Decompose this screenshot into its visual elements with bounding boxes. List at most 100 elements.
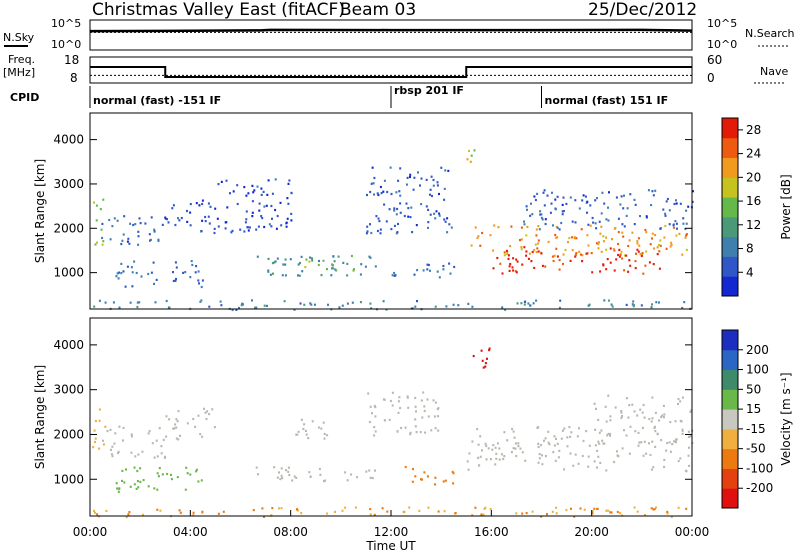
scatter-cell — [369, 513, 372, 516]
scatter-cell — [621, 257, 624, 260]
scatter-cell — [130, 451, 133, 454]
scatter-cell — [130, 266, 133, 269]
scatter-cell — [457, 304, 460, 307]
scatter-cell — [197, 414, 200, 417]
scatter-cell — [546, 194, 549, 197]
scatter-cell — [551, 191, 553, 194]
scatter-cell — [260, 193, 263, 196]
scatter-cell — [520, 238, 523, 241]
scatter-cell — [486, 357, 488, 360]
scatter-cell — [541, 463, 544, 466]
scatter-cell — [267, 179, 270, 182]
scatter-cell — [385, 308, 388, 311]
scatter-cell — [448, 262, 451, 265]
scatter-cell — [278, 507, 280, 510]
scatter-cell — [651, 396, 654, 399]
scatter-cell — [284, 263, 287, 266]
velocity-panel: 1000 2000 3000 4000 00:00 04:00 08:00 12:00 16:… — [33, 317, 793, 553]
scatter-cell — [118, 487, 121, 490]
scatter-cell — [166, 472, 169, 476]
scatter-cell — [432, 399, 435, 402]
scatter-cell — [606, 434, 609, 437]
scatter-cell — [199, 300, 202, 303]
scatter-cell — [494, 446, 497, 449]
scatter-cell — [214, 207, 217, 210]
scatter-cell — [175, 437, 178, 440]
scatter-cell — [220, 180, 223, 183]
scatter-cell — [466, 158, 469, 161]
scatter-cell — [573, 515, 576, 518]
scatter-cell — [201, 510, 204, 513]
scatter-cell — [140, 275, 143, 278]
scatter-cell — [310, 303, 313, 306]
scatter-cell — [600, 212, 603, 215]
scatter-cell — [616, 450, 618, 453]
scatter-cell — [655, 301, 658, 304]
scatter-cell — [423, 409, 426, 413]
scatter-cell — [231, 229, 234, 232]
scatter-cell — [570, 431, 573, 434]
scatter-cell — [434, 401, 437, 404]
scatter-cell — [503, 254, 506, 257]
scatter-cell — [156, 455, 159, 458]
scatter-cell — [100, 228, 103, 231]
scatter-cell — [581, 454, 584, 458]
scatter-cell — [102, 439, 104, 442]
scatter-cell — [342, 261, 345, 264]
scatter-cell — [307, 437, 310, 440]
scatter-cell — [471, 514, 474, 517]
scatter-cell — [654, 445, 657, 448]
scatter-cell — [373, 513, 376, 516]
scatter-cell — [174, 279, 177, 282]
scatter-cell — [131, 271, 134, 274]
scatter-cell — [476, 428, 479, 431]
scatter-cell — [137, 230, 140, 233]
scatter-cell — [613, 269, 616, 272]
scatter-cell — [104, 301, 107, 304]
scatter-cell — [509, 262, 512, 266]
scatter-cell — [627, 416, 630, 419]
scatter-cell — [109, 428, 112, 431]
scatter-cell — [537, 445, 540, 449]
scatter-cell — [409, 216, 412, 219]
scatter-cell — [438, 212, 441, 215]
scatter-cell — [477, 456, 480, 459]
scatter-cell — [251, 184, 254, 187]
scatter-cell — [365, 470, 368, 473]
scatter-cell — [151, 442, 154, 445]
scatter-cell — [663, 236, 666, 239]
power-panel-frame — [89, 112, 693, 310]
scatter-cell — [236, 202, 239, 206]
scatter-cell — [174, 423, 177, 426]
scatter-cell — [344, 506, 347, 509]
scatter-cell — [592, 221, 595, 224]
scatter-cell — [129, 485, 132, 488]
scatter-cell — [449, 272, 452, 275]
scatter-cell — [538, 228, 541, 231]
colorbar-segment — [722, 236, 738, 257]
scatter-cell — [368, 469, 371, 472]
scatter-cell — [389, 166, 392, 169]
scatter-cell — [596, 197, 598, 200]
scatter-cell — [625, 397, 628, 400]
scatter-cell — [515, 512, 518, 515]
scatter-cell — [138, 301, 141, 304]
scatter-cell — [377, 193, 380, 197]
scatter-cell — [185, 466, 188, 469]
scatter-cell — [157, 475, 160, 478]
scatter-cell — [360, 263, 363, 266]
scatter-cell — [452, 303, 455, 306]
scatter-cell — [684, 227, 687, 231]
scatter-cell — [332, 267, 335, 270]
scatter-cell — [429, 193, 431, 196]
scatter-cell — [520, 302, 523, 305]
scatter-cell — [621, 223, 624, 226]
scatter-cell — [280, 474, 283, 477]
scatter-cell — [204, 220, 207, 223]
scatter-cell — [300, 255, 303, 258]
scatter-cell — [236, 184, 239, 187]
scatter-cell — [354, 506, 357, 509]
scatter-cell — [231, 308, 234, 312]
range-tick-label: 4000 — [53, 338, 84, 352]
